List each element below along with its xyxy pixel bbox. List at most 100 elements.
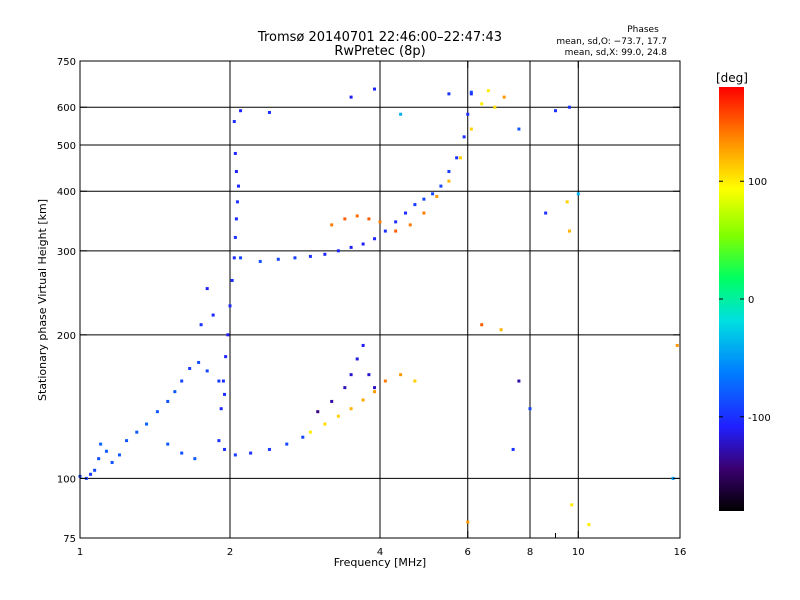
y-tick-label-0: 75 — [63, 534, 76, 545]
data-point-3-20 — [466, 112, 470, 116]
x-axis-label: Frequency [MHz] — [334, 556, 426, 569]
data-point-5-1 — [323, 422, 327, 426]
x-tick-label-3: 6 — [465, 547, 471, 558]
data-point-3-16 — [439, 184, 443, 188]
data-point-1-4 — [285, 442, 289, 446]
data-point-0-20 — [223, 392, 227, 396]
data-point-6-5 — [361, 343, 365, 347]
y-tick-label-2: 200 — [57, 331, 76, 342]
x-tick-label-0: 1 — [77, 547, 83, 558]
data-point-7-7 — [502, 95, 506, 99]
data-point-3-19 — [462, 135, 466, 139]
data-point-0-7 — [110, 460, 114, 464]
data-point-3-12 — [403, 211, 407, 215]
data-point-1-6 — [193, 457, 197, 461]
colorbar-tick-label-0: 100 — [748, 177, 767, 188]
data-point-5-5 — [373, 390, 377, 394]
data-point-7-10 — [517, 127, 521, 131]
data-point-3-3 — [293, 256, 297, 260]
stats-line-x: mean, sd,X: 99.0, 24.8 — [565, 48, 668, 58]
data-point-0-4 — [97, 457, 101, 461]
stats-line-o: mean, sd,O: −73.7, 17.7 — [556, 37, 667, 47]
data-point-2-9 — [234, 217, 238, 221]
data-point-3-5 — [323, 252, 327, 256]
data-point-1-3 — [267, 447, 271, 451]
data-point-3-8 — [361, 242, 365, 246]
data-point-1-1 — [233, 453, 237, 457]
data-point-4-4 — [378, 220, 382, 224]
data-point-0-8 — [117, 453, 121, 457]
data-point-0-5 — [99, 442, 103, 446]
chart-title: Tromsø 20140701 22:46:00–22:47:43 — [257, 30, 502, 45]
data-point-4-6 — [408, 223, 412, 227]
data-point-2-5 — [228, 304, 232, 308]
data-point-0-11 — [145, 422, 149, 426]
data-point-3-0 — [239, 256, 243, 260]
y-tick-label-3: 300 — [57, 247, 76, 258]
colorbar-label: [deg] — [716, 71, 748, 85]
data-point-6-4 — [355, 357, 359, 361]
data-point-3-15 — [431, 192, 435, 196]
data-point-2-17 — [199, 323, 203, 327]
colorbar-tick-label-1: 0 — [748, 295, 754, 306]
data-point-6-3 — [349, 373, 353, 377]
data-point-0-13 — [166, 399, 170, 403]
data-point-0-2 — [89, 472, 93, 476]
data-point-0-3 — [93, 468, 97, 472]
y-tick-label-4: 400 — [57, 187, 76, 198]
data-point-7-0 — [239, 109, 243, 113]
data-point-7-21 — [466, 520, 470, 524]
data-point-2-14 — [232, 120, 236, 124]
data-point-0-19 — [217, 379, 221, 383]
chart-subtitle: RwPretec (8p) — [334, 44, 425, 59]
data-point-6-6 — [367, 373, 371, 377]
data-point-4-14 — [493, 105, 497, 109]
data-points — [78, 87, 679, 527]
data-point-7-24 — [576, 192, 580, 196]
data-point-1-5 — [301, 435, 305, 439]
data-point-5-2 — [336, 414, 340, 418]
data-point-7-2 — [349, 95, 353, 99]
data-point-3-10 — [383, 229, 387, 233]
y-tick-label-6: 600 — [57, 103, 76, 114]
data-point-7-9 — [567, 105, 571, 109]
data-point-7-8 — [553, 109, 557, 113]
stats-heading: Phases — [627, 25, 659, 35]
x-tick-label-4: 8 — [527, 547, 533, 558]
data-point-2-13 — [233, 151, 237, 155]
data-point-2-6 — [230, 278, 234, 282]
data-point-0-16 — [188, 366, 192, 370]
colorbar-ticks: 100 0 -100 — [719, 177, 771, 424]
data-point-2-16 — [205, 287, 209, 291]
data-point-0-6 — [104, 449, 108, 453]
data-point-4-5 — [394, 229, 398, 233]
data-point-2-8 — [233, 235, 237, 239]
data-point-5-7 — [399, 373, 403, 377]
data-point-5-8 — [413, 379, 417, 383]
data-point-7-20 — [511, 447, 515, 451]
data-point-1-8 — [166, 442, 170, 446]
x-tick-label-6: 16 — [674, 547, 687, 558]
data-point-7-5 — [447, 92, 451, 96]
axis-ticks: 1 2 4 6 8 10 16 75 100 200 300 400 500 600 750 — [57, 57, 686, 558]
data-point-0-14 — [173, 390, 177, 394]
y-tick-label-7: 750 — [57, 57, 76, 68]
data-point-7-13 — [587, 523, 591, 527]
data-point-5-0 — [308, 430, 312, 434]
data-point-7-6 — [469, 90, 473, 94]
data-point-4-12 — [480, 102, 484, 106]
data-point-3-11 — [394, 220, 398, 224]
data-point-0-9 — [125, 439, 129, 443]
data-point-7-11 — [544, 211, 548, 215]
data-point-0-12 — [155, 410, 159, 414]
data-point-4-0 — [330, 223, 334, 227]
data-point-4-3 — [367, 217, 371, 221]
data-point-1-7 — [180, 451, 184, 455]
data-point-3-17 — [447, 169, 451, 173]
data-point-2-10 — [235, 200, 239, 204]
colorbar-tick-label-2: -100 — [748, 413, 771, 424]
data-point-3-1 — [258, 259, 262, 263]
data-point-2-12 — [234, 169, 238, 173]
data-point-5-3 — [349, 407, 353, 411]
